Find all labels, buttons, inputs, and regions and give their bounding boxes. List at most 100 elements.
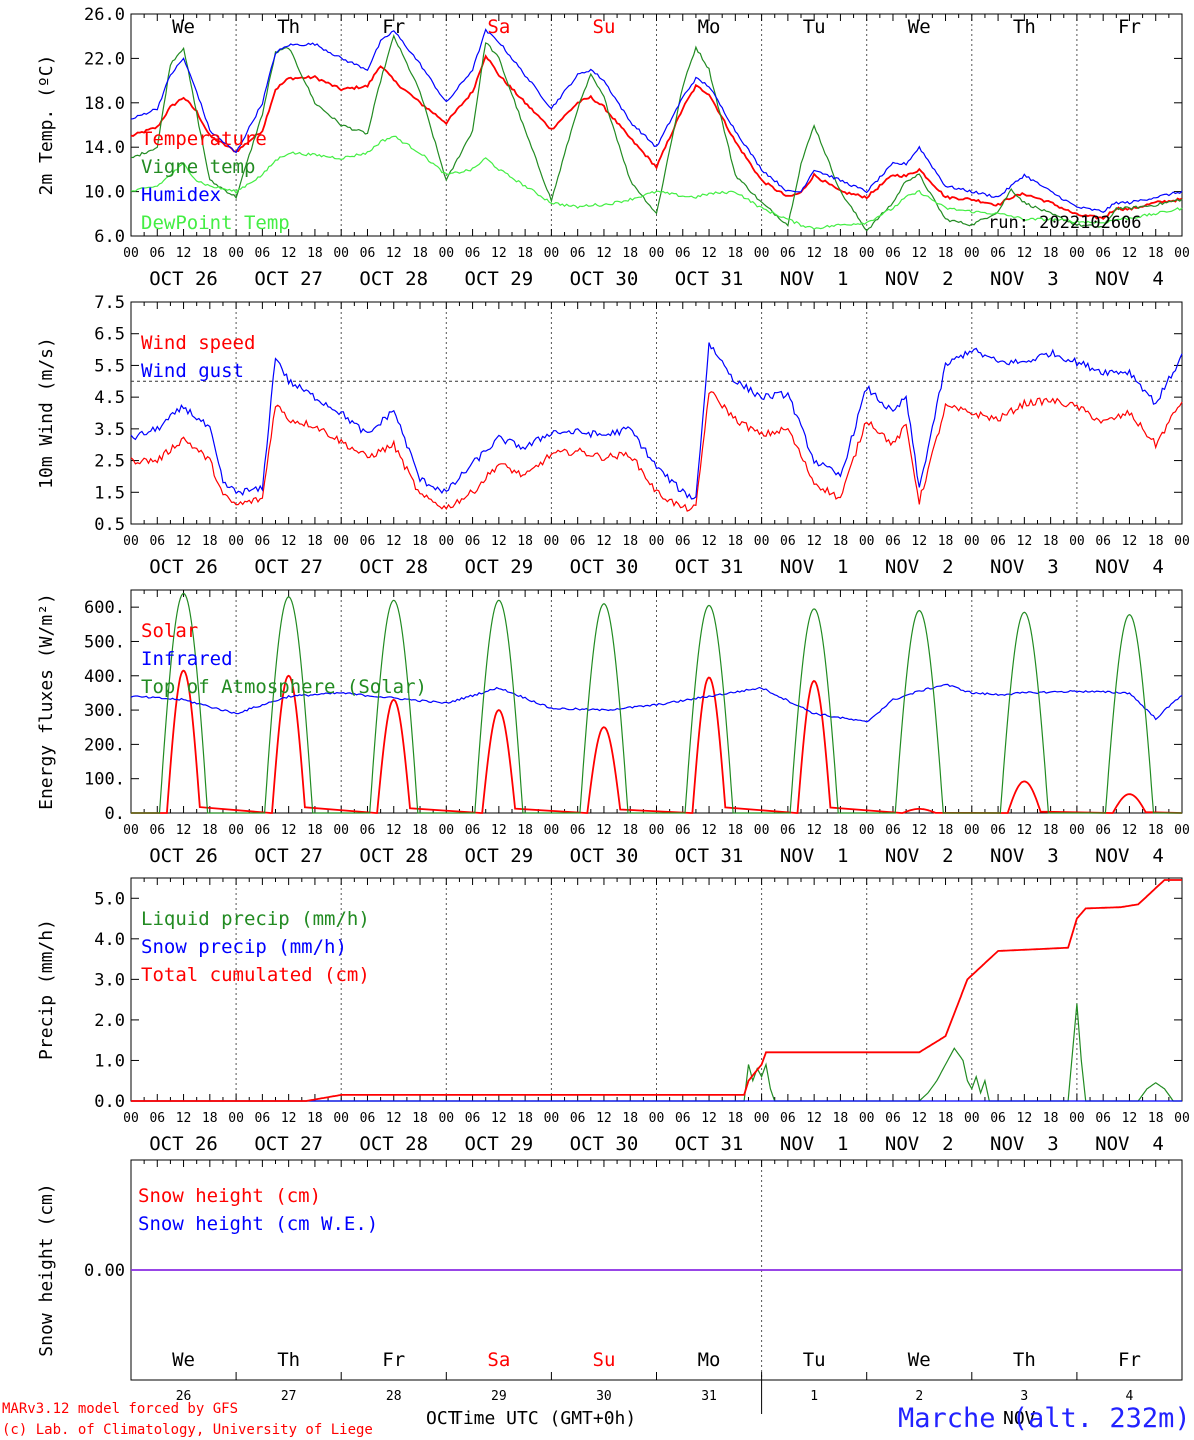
snow-legend: Snow height (cm) Snow height (cm W.E.) [138,1185,378,1235]
hour-tick-label: 06 [990,823,1006,838]
hour-tick-label: 12 [281,246,297,261]
hour-tick-label: 18 [727,823,743,838]
month-label-nov: NOV [1003,1408,1036,1429]
hour-tick-label: 00 [228,534,244,549]
hour-tick-label: 06 [675,534,691,549]
y-tick-label: 2.5 [94,452,125,472]
date-label: NOV 1 [780,556,849,578]
hour-tick-label: 12 [701,534,717,549]
hour-tick-label: 18 [202,534,218,549]
hour-tick-label: 00 [228,246,244,261]
y-tick-label: 4.5 [94,388,125,408]
y-tick-label: 7.5 [94,293,125,313]
hour-tick-label: 00 [1069,823,1085,838]
hour-tick-label: 06 [885,1111,901,1126]
hour-tick-label: 18 [412,823,428,838]
hour-tick-label: 00 [1069,1111,1085,1126]
credit-line-1: MARv3.12 model forced by GFS [2,1401,238,1417]
y-tick-label: 4.0 [94,930,125,950]
series-line [130,28,1183,213]
hour-tick-label: 18 [622,534,638,549]
hour-tick-label: 00 [964,823,980,838]
hour-tick-label: 12 [806,534,822,549]
date-label: OCT 28 [359,268,428,290]
series-line [131,669,1183,814]
x-axis-label: Time UTC (GMT+0h) [452,1408,636,1429]
hour-tick-label: 12 [1017,823,1033,838]
y-axis-label: Snow height (cm) [36,1183,57,1356]
y-tick-label: 0.5 [94,515,125,535]
legend-entry: Snow precip (mm/h) [141,936,347,958]
hour-tick-label: 06 [990,246,1006,261]
date-label: OCT 31 [675,1133,744,1155]
hour-tick-label: 12 [386,1111,402,1126]
day-number-label: 27 [281,1389,297,1404]
legend-entry: Temperature [141,128,267,150]
hour-tick-label: 00 [754,246,770,261]
date-label: OCT 26 [149,1133,218,1155]
weekday-label: Su [593,16,616,38]
y-tick-label: 6.5 [94,325,125,345]
legend-entry: Total cumulated (cm) [141,964,370,986]
hour-tick-label: 18 [1043,1111,1059,1126]
hour-tick-label: 18 [517,1111,533,1126]
date-label: OCT 31 [675,556,744,578]
y-axis-label: Precip (mm/h) [36,919,57,1060]
hour-tick-label: 00 [333,534,349,549]
date-label: NOV 4 [1095,845,1164,867]
date-label: NOV 4 [1095,268,1164,290]
weekday-label: We [172,16,195,38]
y-tick-label: 10.0 [84,183,125,203]
hour-tick-label: 12 [491,1111,507,1126]
hour-tick-label: 12 [701,823,717,838]
date-label: OCT 26 [149,556,218,578]
hour-tick-label: 00 [754,823,770,838]
y-tick-label: 5.5 [94,356,125,376]
y-tick-label: 0.0 [94,1092,125,1112]
hour-tick-label: 00 [649,823,665,838]
hour-tick-label: 00 [859,534,875,549]
wind-panel: 0.5 1.5 2.5 3.5 4.5 5.5 6.5 7.5 10m Wind (m/s) 00… [36,293,1190,578]
hour-tick-label: 00 [649,534,665,549]
hour-tick-label: 06 [780,246,796,261]
hour-tick-label: 18 [412,534,428,549]
hour-tick-label: 00 [123,1111,139,1126]
hour-tick-label: 18 [517,823,533,838]
hour-tick-label: 00 [228,823,244,838]
hour-tick-label: 12 [176,823,192,838]
day-number-label: 26 [176,1389,192,1404]
hour-tick-label: 18 [1148,246,1164,261]
weekday-label: Th [277,16,300,38]
date-label: OCT 31 [675,845,744,867]
hour-tick-label: 00 [1174,1111,1190,1126]
hour-tick-label: 06 [570,1111,586,1126]
y-tick-label: 600. [84,598,125,618]
hour-tick-label: 06 [990,534,1006,549]
hour-tick-label: 12 [491,823,507,838]
legend-entry: Snow height (cm) [138,1185,321,1207]
hour-tick-label: 00 [1069,246,1085,261]
hour-tick-label: 06 [675,1111,691,1126]
hour-tick-label: 18 [622,246,638,261]
month-label-oct: OCT [426,1408,459,1429]
hour-tick-label: 06 [885,534,901,549]
hour-tick-label: 00 [123,823,139,838]
weekday-label: We [908,1349,931,1371]
y-tick-label: 22.0 [84,49,125,69]
hour-tick-label: 18 [1148,823,1164,838]
wind-legend: Wind speed Wind gust [141,332,255,382]
hour-tick-label: 00 [333,246,349,261]
hour-tick-label: 12 [1122,246,1138,261]
hour-tick-label: 12 [701,1111,717,1126]
hour-tick-label: 18 [412,1111,428,1126]
hour-tick-label: 06 [780,1111,796,1126]
hour-tick-label: 06 [465,1111,481,1126]
hour-tick-label: 00 [1174,246,1190,261]
hour-tick-label: 12 [176,1111,192,1126]
hour-tick-label: 18 [1148,1111,1164,1126]
legend-entry: Wind gust [141,360,244,382]
hour-tick-label: 12 [701,246,717,261]
precip-legend: Liquid precip (mm/h) Snow precip (mm/h) To… [141,908,370,986]
hour-tick-label: 06 [1095,246,1111,261]
date-label: OCT 30 [570,1133,639,1155]
